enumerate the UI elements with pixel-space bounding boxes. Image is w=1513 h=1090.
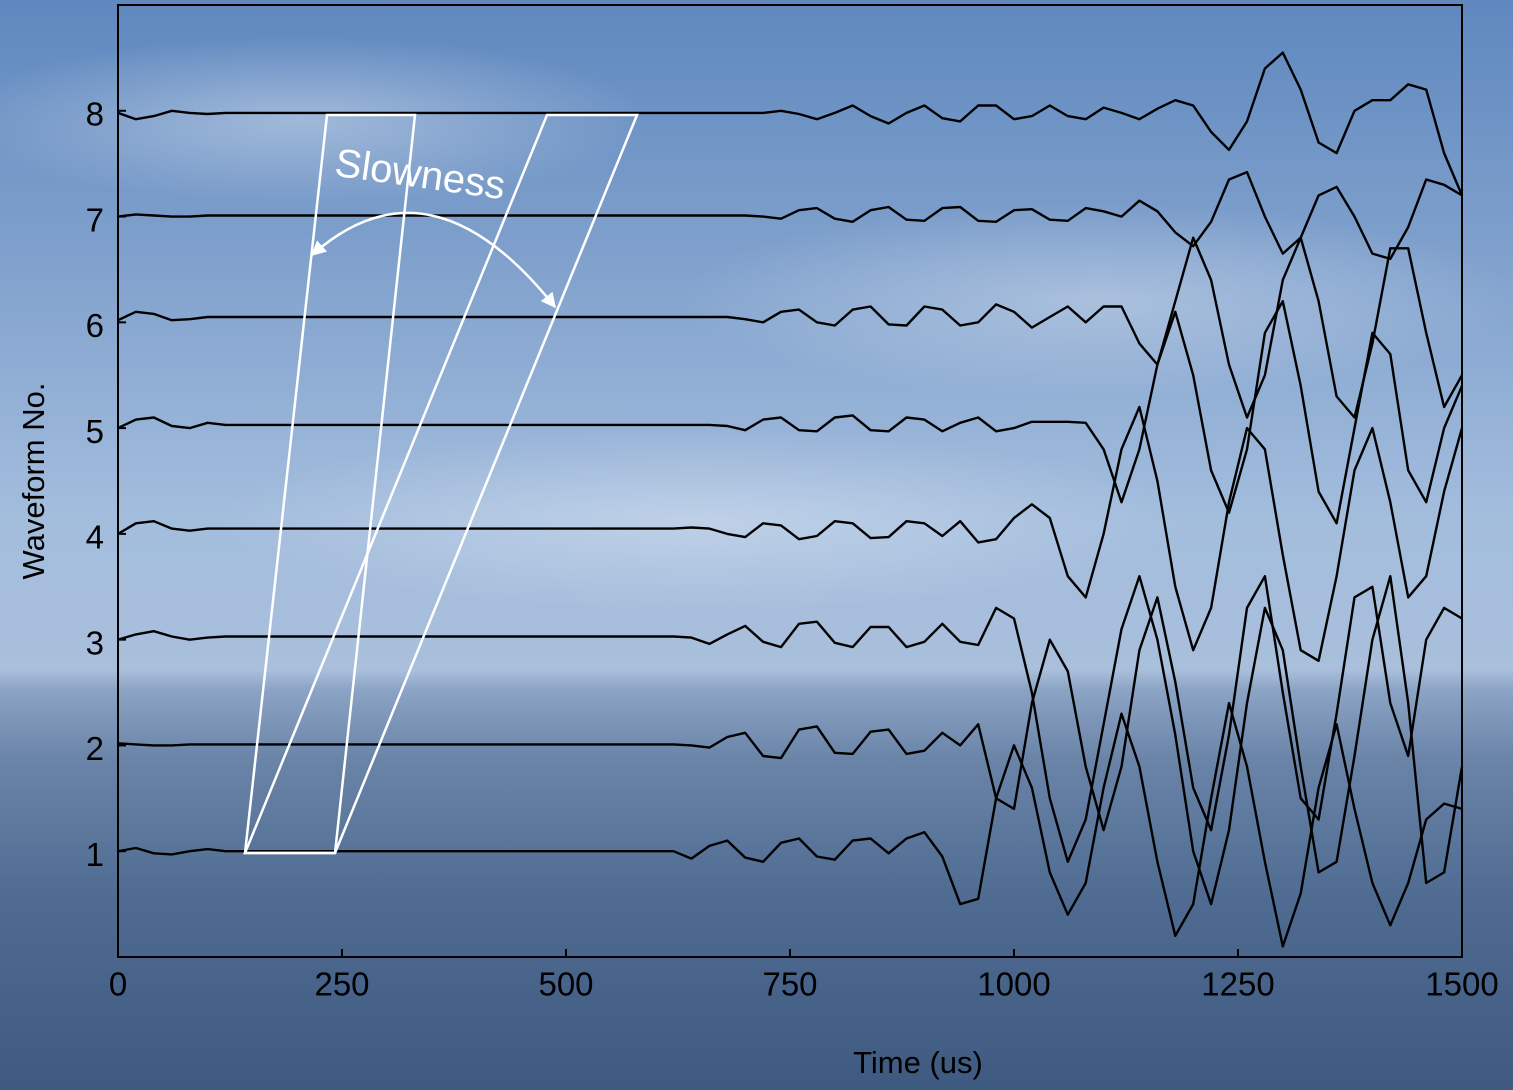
y-tick-label: 5 <box>86 413 104 450</box>
y-tick-label: 4 <box>86 519 104 556</box>
x-tick-label: 500 <box>538 966 593 1003</box>
waveform <box>117 170 1463 261</box>
window-outline <box>243 113 639 855</box>
x-tick-label: 0 <box>109 966 127 1003</box>
y-tick-label: 3 <box>86 624 104 661</box>
y-tick-label: 7 <box>86 201 104 238</box>
x-tick-label: 750 <box>762 966 817 1003</box>
annotation: Slowness <box>332 141 508 208</box>
waveform <box>117 51 1464 196</box>
y-tick-label: 6 <box>86 307 104 344</box>
y-tick-label: 2 <box>86 730 104 767</box>
y-tick-label: 1 <box>86 836 104 873</box>
x-tick-label: 1000 <box>977 966 1050 1003</box>
slowness-annotation <box>243 113 639 855</box>
waveform <box>117 575 1463 832</box>
waveform <box>117 701 1463 948</box>
slowness-arrow <box>310 211 556 309</box>
x-tick-label: 1250 <box>1201 966 1274 1003</box>
waveform <box>117 236 1464 419</box>
waveform <box>117 300 1464 525</box>
waveform <box>117 405 1464 662</box>
y-tick-label: 8 <box>86 95 104 132</box>
x-axis-title: Time (us) <box>853 1045 983 1080</box>
axes-frame <box>117 4 1463 958</box>
x-tick-label: 250 <box>314 966 369 1003</box>
y-axis-title: Waveform No. <box>16 383 51 580</box>
plot-area <box>117 51 1464 948</box>
x-tick-label: 1500 <box>1425 966 1498 1003</box>
window-outline <box>243 113 417 855</box>
waveform <box>117 575 1464 906</box>
